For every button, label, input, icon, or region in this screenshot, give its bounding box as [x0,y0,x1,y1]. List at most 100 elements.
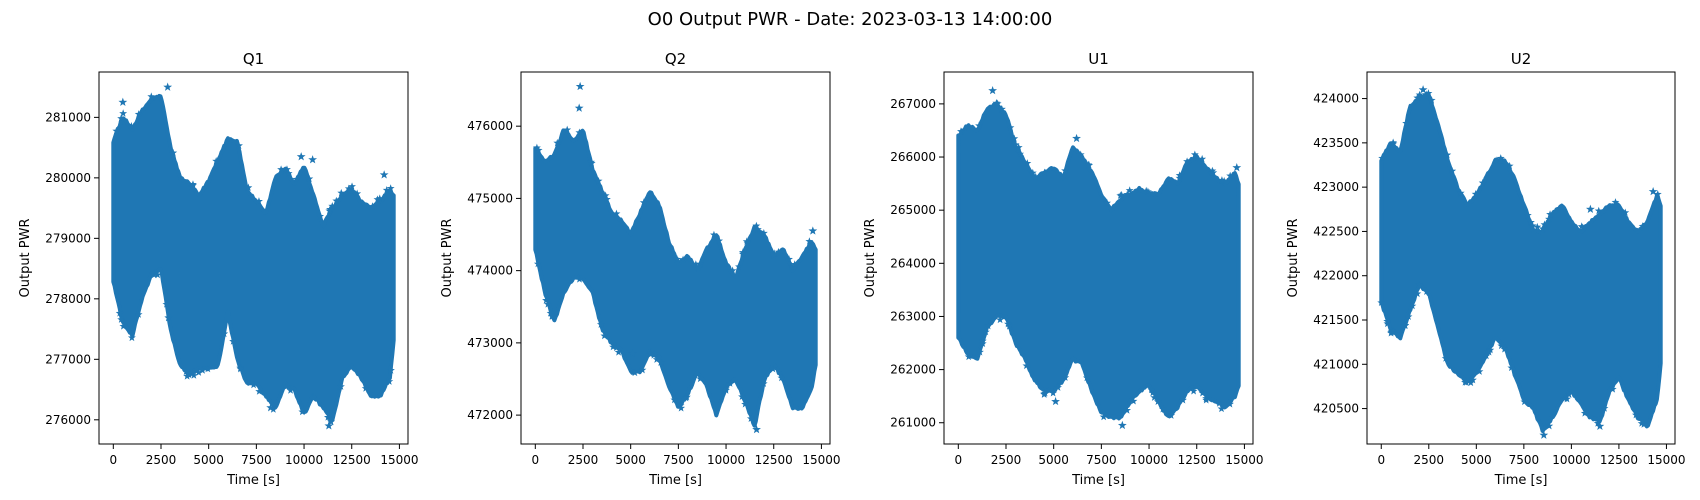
x-tick-label: 10000 [1552,453,1590,467]
outlier-marker [1232,163,1242,172]
star-marker [119,109,128,117]
x-tick-label: 7500 [241,453,272,467]
outlier-marker [163,82,173,91]
data-band [1379,91,1663,433]
y-tick-label: 262000 [890,363,936,377]
x-tick-label: 7500 [1086,453,1117,467]
data-band [533,128,818,428]
figure-title: O0 Output PWR - Date: 2023-03-13 14:00:0… [648,9,1053,30]
axes-frame [520,71,831,445]
axes-frame [943,71,1254,445]
y-tick-label: 281000 [45,110,91,124]
x-tick-label: 2500 [146,453,177,467]
outlier-marker [988,86,998,95]
x-tick-label: 5000 [1461,453,1492,467]
y-tick-label: 423000 [1313,180,1359,194]
subplot-q1: 0 2500 5000 7500 10000 12500 15000 276000 277000… [18,50,419,488]
x-tick-label: 5000 [1038,453,1069,467]
x-axis-label: Time [s] [1071,473,1125,488]
x-axis-label: Time [s] [226,473,280,488]
x-tick-label: 2500 [1414,453,1445,467]
outlier-marker [1539,430,1549,439]
outlier-marker [379,170,389,179]
y-tick-label: 263000 [890,309,936,323]
y-axis-label: Output PWR [1286,218,1301,297]
subplot-u1: 0 2500 5000 7500 10000 12500 15000 261000 262000… [863,50,1264,488]
y-tick-label: 475000 [467,191,513,205]
x-tick-label: 5000 [193,453,224,467]
x-tick-label: 12500 [1600,453,1638,467]
subplot-q2: 0 2500 5000 7500 10000 12500 15000 472000 473000… [440,50,841,488]
outlier-marker [308,155,318,164]
x-tick-label: 7500 [663,453,694,467]
x-tick-label: 7500 [1509,453,1540,467]
x-tick-label: 12500 [333,453,371,467]
y-tick-label: 421000 [1313,357,1359,371]
y-axis-label: Output PWR [863,218,878,297]
y-tick-label: 278000 [45,292,91,306]
subplot-u2: 0 2500 5000 7500 10000 12500 15000 420500 421000… [1286,50,1686,488]
data-series [532,81,818,434]
x-tick-label: 2500 [568,453,599,467]
y-tick-label: 265000 [890,203,936,217]
x-tick-label: 0 [1377,453,1385,467]
y-tick-label: 424000 [1313,92,1359,106]
y-tick-label: 261000 [890,416,936,430]
outlier-marker [1585,204,1595,213]
axes-frame [98,71,409,445]
y-tick-label: 472000 [467,408,513,422]
y-tick-label: 421500 [1313,313,1359,327]
outlier-marker [1051,396,1060,406]
x-tick-label: 0 [109,453,117,467]
subplot-title: U2 [1511,50,1532,68]
y-tick-label: 474000 [467,264,513,278]
data-series [111,82,396,430]
x-axis-label: Time [s] [1494,473,1548,488]
y-tick-label: 423500 [1313,136,1359,150]
x-tick-label: 12500 [1178,453,1216,467]
x-tick-label: 15000 [802,453,840,467]
x-tick-label: 10000 [1130,453,1168,467]
outlier-marker [574,103,584,112]
y-tick-label: 420500 [1313,402,1359,416]
x-tick-label: 15000 [1647,453,1685,467]
data-band [956,102,1241,421]
outlier-marker [296,152,306,161]
y-tick-label: 279000 [45,231,91,245]
y-tick-label: 266000 [890,150,936,164]
outlier-marker [1072,133,1081,143]
y-tick-label: 277000 [45,352,91,366]
x-tick-label: 10000 [707,453,745,467]
y-tick-label: 473000 [467,336,513,350]
y-tick-label: 267000 [890,97,936,111]
x-axis-label: Time [s] [648,473,702,488]
x-tick-label: 15000 [1225,453,1263,467]
axes-frame [1366,71,1676,445]
y-tick-label: 280000 [45,171,91,185]
x-tick-label: 5000 [615,453,646,467]
x-tick-label: 0 [954,453,962,467]
x-tick-label: 12500 [755,453,793,467]
x-tick-label: 2500 [991,453,1022,467]
y-tick-label: 422500 [1313,224,1359,238]
data-series [956,86,1242,430]
outlier-marker [118,97,128,106]
data-series [1377,85,1663,439]
y-axis-label: Output PWR [440,218,455,297]
outlier-marker [1117,420,1127,430]
subplot-title: Q1 [243,50,264,68]
x-tick-label: 10000 [285,453,323,467]
subplot-title: U1 [1088,50,1109,68]
x-tick-label: 15000 [380,453,418,467]
x-tick-label: 0 [531,453,539,467]
subplot-title: Q2 [665,50,686,68]
y-tick-label: 476000 [467,119,513,133]
y-tick-label: 276000 [45,413,91,427]
y-axis-label: Output PWR [18,218,33,297]
outlier-marker [808,226,818,235]
y-tick-label: 422000 [1313,269,1359,283]
data-band [111,93,396,422]
y-tick-label: 264000 [890,256,936,270]
outlier-marker [575,81,585,91]
